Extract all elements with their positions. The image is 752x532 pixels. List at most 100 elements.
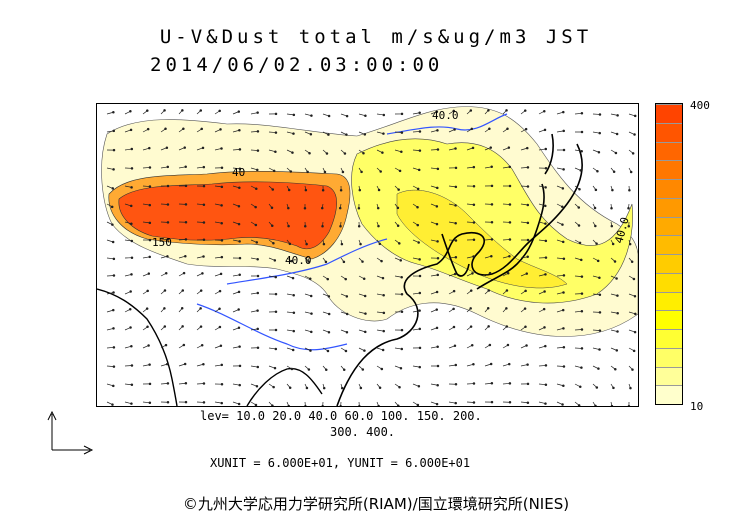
wind-arrow-head	[202, 221, 206, 224]
wind-arrow-head	[523, 109, 527, 112]
wind-arrow-head	[561, 403, 564, 406]
colorbar-segment	[656, 235, 682, 254]
wind-arrow-head	[358, 188, 362, 192]
wind-arrow-head	[256, 111, 259, 114]
wind-arrow-head	[614, 368, 617, 371]
wind-arrow-head	[288, 242, 292, 246]
wind-arrow-head	[166, 382, 170, 385]
wind-arrow-head	[544, 167, 548, 170]
wind-arrow-head	[166, 255, 169, 258]
contour-label: 40	[232, 166, 245, 179]
wind-arrow-head	[112, 327, 115, 330]
wind-arrow-head	[309, 133, 313, 136]
wind-arrow-head	[273, 366, 277, 370]
wind-arrow-head	[396, 224, 400, 228]
wind-arrow-head	[130, 273, 133, 276]
wind-arrow-head	[111, 187, 114, 190]
wind-arrow-head	[416, 205, 419, 209]
wind-arrow-head	[130, 256, 134, 259]
wind-arrow-head	[611, 242, 615, 246]
wind-arrow-head	[363, 133, 367, 136]
wind-arrow-head	[148, 255, 151, 259]
wind-arrow-head	[377, 224, 380, 228]
wind-arrow-head	[470, 127, 474, 131]
wind-arrow-head	[320, 206, 324, 210]
wind-arrow-head	[435, 402, 439, 406]
wind-arrow-head	[130, 364, 134, 367]
wind-arrow-head	[416, 403, 420, 406]
wind-arrow-head	[633, 133, 636, 136]
wind-arrow-head	[324, 260, 328, 264]
wind-arrow-head	[344, 277, 347, 281]
wind-arrow-head	[323, 170, 327, 174]
wind-arrow-head	[616, 312, 619, 315]
wind-arrow-head	[220, 221, 223, 225]
wind-arrow-head	[400, 150, 403, 154]
axis-arrows-icon	[47, 410, 94, 455]
wind-arrow-head	[220, 382, 224, 386]
wind-arrow-head	[436, 167, 440, 171]
wind-arrow-head	[360, 170, 363, 174]
wind-arrow-head	[272, 385, 275, 389]
indochina-coast	[246, 367, 323, 406]
wind-arrow-head	[578, 187, 581, 191]
wind-arrow-head	[454, 185, 458, 189]
wind-arrow-head	[629, 386, 632, 390]
wind-arrow-head	[220, 255, 224, 259]
wind-arrow-head	[274, 275, 277, 279]
wind-arrow-head	[632, 349, 636, 353]
wind-arrow-head	[129, 110, 132, 113]
wind-arrow-head	[112, 110, 115, 114]
wind-arrow-head	[399, 366, 403, 370]
wind-vectors	[106, 109, 637, 406]
wind-arrow-head	[238, 364, 242, 368]
wind-arrow-head	[376, 206, 380, 210]
wind-arrow-head	[303, 206, 307, 210]
wind-arrow-head	[338, 206, 342, 210]
wind-arrow-head	[274, 347, 278, 351]
wind-arrow-head	[345, 295, 349, 298]
colorbar-segment	[656, 329, 682, 348]
wind-arrow-head	[270, 206, 274, 210]
wind-arrow-head	[287, 224, 290, 228]
wind-arrow-head	[166, 401, 170, 404]
wind-arrow-head	[595, 242, 598, 245]
wind-arrow-head	[292, 293, 295, 297]
wind-arrow-head	[595, 386, 599, 389]
contour-label: 40.0	[432, 109, 459, 122]
wind-arrow-head	[632, 277, 636, 281]
wind-arrow-head	[202, 238, 206, 241]
wind-arrow-head	[542, 307, 546, 311]
wind-arrow-head	[220, 204, 223, 207]
wind-arrow-head	[112, 384, 115, 388]
wind-arrow-head	[256, 291, 260, 295]
wind-arrow-head	[630, 260, 634, 264]
wind-arrow-head	[487, 289, 491, 292]
wind-arrow-head	[218, 307, 221, 311]
wind-arrow-head	[148, 382, 152, 386]
wind-arrow-head	[490, 184, 494, 188]
wind-arrow-head	[487, 109, 490, 112]
river-north	[386, 113, 508, 135]
wind-arrow-head	[238, 167, 242, 170]
colorbar-segment	[656, 385, 682, 404]
wind-arrow-head	[324, 368, 328, 371]
wind-arrow-head	[166, 238, 170, 241]
wind-arrow-head	[327, 312, 331, 316]
wind-arrow-head	[321, 404, 324, 406]
wind-arrow-head	[382, 132, 385, 135]
wind-arrow-head	[613, 260, 617, 263]
wind-arrow-head	[327, 114, 331, 118]
wind-arrow-head	[345, 114, 349, 118]
wind-arrow-head	[397, 404, 400, 406]
wind-arrow-head	[272, 169, 276, 173]
colorbar	[655, 103, 683, 405]
wind-arrow-head	[112, 308, 115, 312]
wind-arrow-head	[562, 110, 565, 114]
wind-arrow-head	[593, 206, 597, 210]
wind-arrow-head	[254, 205, 257, 209]
wind-arrow-head	[436, 129, 439, 132]
wind-arrow-head	[562, 384, 565, 388]
colorbar-segment	[656, 347, 682, 367]
wind-arrow-head	[130, 186, 133, 189]
